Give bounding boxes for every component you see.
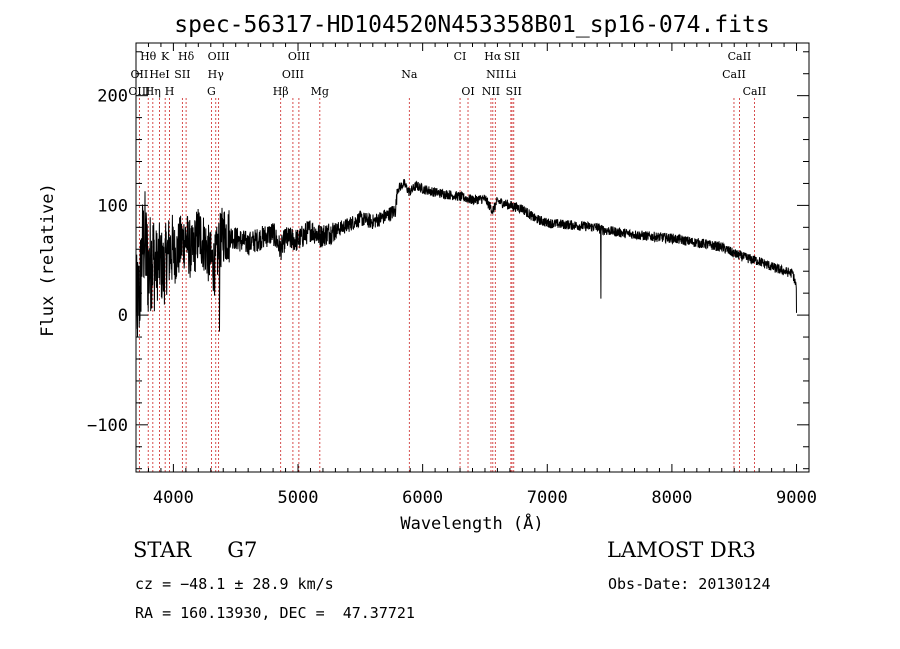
y-axis-ticks: −100 0 100 200 bbox=[87, 51, 809, 470]
line-label: SII bbox=[506, 85, 522, 98]
chart-title: spec-56317-HD104520N453358B01_sp16-074.f… bbox=[174, 12, 769, 38]
x-tick-label: 6000 bbox=[402, 488, 443, 508]
line-label: K bbox=[161, 50, 170, 63]
line-label: Hβ bbox=[273, 85, 289, 98]
line-label: CaII bbox=[743, 85, 767, 98]
line-label: CaII bbox=[728, 50, 752, 63]
line-label: CI bbox=[454, 50, 467, 63]
line-label: H bbox=[165, 85, 175, 98]
x-axis-label: Wavelength (Å) bbox=[400, 512, 543, 534]
observation-date: Obs-Date: 20130124 bbox=[608, 575, 771, 593]
line-label: NII bbox=[482, 85, 500, 98]
line-label: OIII bbox=[282, 68, 304, 81]
line-label: Li bbox=[505, 68, 516, 81]
object-type: STAR bbox=[133, 538, 192, 562]
line-label: OI bbox=[461, 85, 474, 98]
line-label: Na bbox=[401, 68, 418, 81]
line-label: SII bbox=[174, 68, 190, 81]
object-classification: STAR G7 bbox=[133, 538, 257, 562]
y-tick-label: 0 bbox=[118, 306, 128, 326]
line-label: HeI bbox=[149, 68, 169, 81]
line-label: Hγ bbox=[208, 68, 225, 81]
line-label: G bbox=[207, 85, 216, 98]
x-tick-label: 7000 bbox=[527, 488, 568, 508]
x-tick-label: 8000 bbox=[651, 488, 692, 508]
line-label: Mg bbox=[311, 85, 329, 98]
line-label: Hα bbox=[484, 50, 502, 63]
y-axis-label: Flux (relative) bbox=[38, 183, 58, 337]
y-tick-label: −100 bbox=[87, 416, 128, 436]
x-tick-label: 5000 bbox=[278, 488, 319, 508]
x-tick-label: 9000 bbox=[776, 488, 817, 508]
redshift-velocity: cz = −48.1 ± 28.9 km/s bbox=[135, 575, 334, 593]
line-label: SII bbox=[504, 50, 520, 63]
coordinates: RA = 160.13930, DEC = 47.37721 bbox=[135, 604, 415, 622]
x-axis-ticks: 4000 5000 6000 7000 8000 9000 bbox=[135, 43, 817, 508]
line-label: OIII bbox=[128, 85, 150, 98]
x-tick-label: 4000 bbox=[153, 488, 194, 508]
line-label: OIII bbox=[288, 50, 310, 63]
spectrum-line bbox=[135, 179, 797, 338]
line-label: OII bbox=[131, 68, 149, 81]
object-subclass: G7 bbox=[227, 538, 258, 562]
line-label: CaII bbox=[722, 68, 746, 81]
line-label: OIII bbox=[208, 50, 230, 63]
y-tick-label: 100 bbox=[97, 196, 128, 216]
emission-line-markers bbox=[138, 98, 755, 472]
line-label: Hη bbox=[145, 85, 161, 98]
line-label: NII bbox=[486, 68, 504, 81]
line-label: Hδ bbox=[178, 50, 195, 63]
axes bbox=[135, 42, 810, 473]
survey-name: LAMOST DR3 bbox=[607, 538, 756, 562]
y-tick-label: 200 bbox=[97, 87, 128, 107]
plot-frame bbox=[135, 42, 810, 473]
line-label: Hθ bbox=[140, 50, 157, 63]
